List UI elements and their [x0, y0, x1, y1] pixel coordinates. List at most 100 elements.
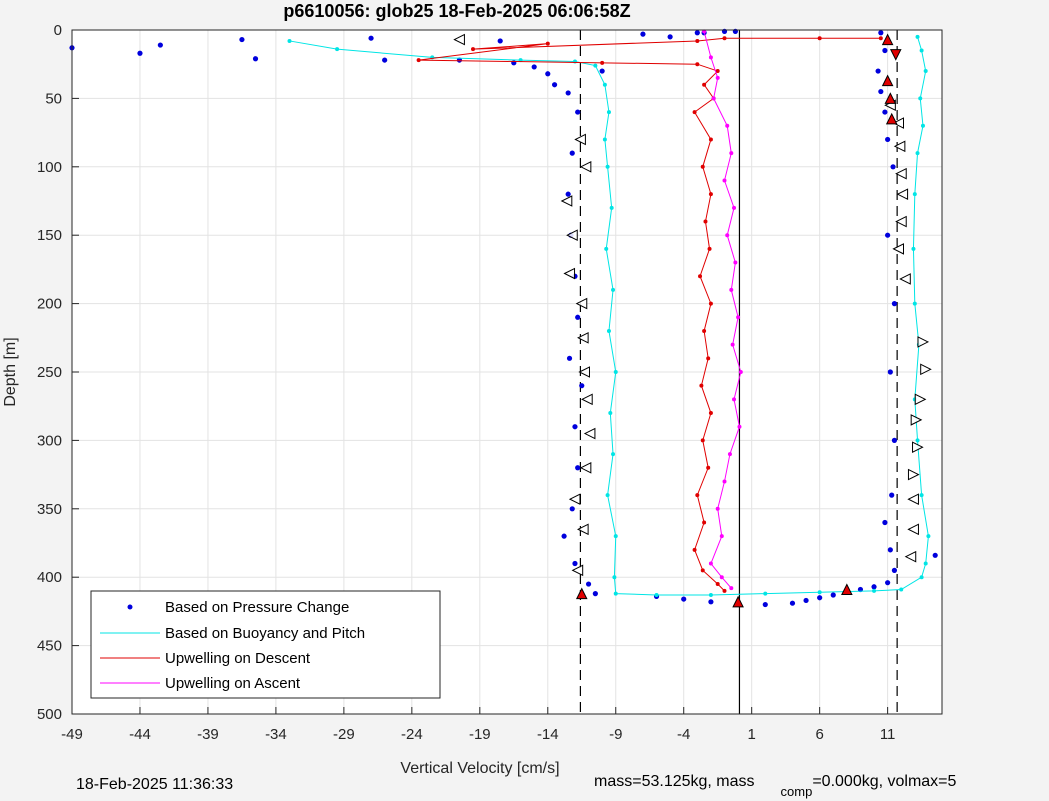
data-point: [575, 109, 581, 115]
data-point: [579, 383, 585, 389]
series-marker: [736, 315, 741, 320]
series-marker: [763, 591, 768, 596]
legend-label-pressure: Based on Pressure Change: [165, 599, 349, 616]
data-point: [368, 35, 374, 41]
series-marker: [708, 55, 713, 60]
series-marker: [722, 479, 727, 484]
series-group: [416, 36, 883, 593]
series-marker: [287, 38, 292, 43]
series-marker: [719, 575, 724, 580]
series-marker: [606, 328, 611, 333]
data-point: [789, 600, 796, 606]
open-triangle-marker: [892, 243, 904, 255]
data-point: [561, 533, 567, 539]
x-tick-label: -49: [61, 726, 83, 743]
data-point: [878, 88, 884, 95]
red-triangle-marker: [732, 595, 744, 608]
red-triangle-marker: [885, 112, 898, 125]
series-marker: [692, 547, 697, 552]
series-marker: [605, 164, 610, 169]
series-marker: [471, 47, 476, 52]
data-point: [885, 232, 891, 238]
series-marker: [518, 58, 523, 63]
x-tick-label: -14: [537, 726, 559, 743]
legend-label-buoyancy: Based on Buoyancy and Pitch: [165, 625, 365, 642]
open-triangle-marker: [893, 140, 906, 153]
series-marker: [604, 246, 609, 251]
x-tick-label: -39: [197, 726, 219, 743]
triangle-markers: [453, 33, 932, 608]
data-point: [640, 31, 646, 37]
y-axis-ticks: 0 50 100 150 200 250 300 350 400 450 500: [37, 22, 79, 723]
data-point: [551, 82, 558, 88]
series-marker: [611, 287, 616, 292]
data-point: [565, 90, 571, 96]
data-point: [592, 591, 598, 597]
data-point: [803, 597, 809, 604]
series-marker: [923, 561, 928, 566]
open-triangle-marker: [574, 133, 586, 146]
open-triangle-marker: [560, 195, 573, 207]
series-marker: [722, 588, 727, 593]
y-tick-label: 50: [45, 90, 62, 107]
data-point: [891, 567, 898, 573]
open-triangle-marker: [907, 493, 919, 506]
series-marker: [613, 534, 618, 539]
series-marker: [711, 96, 716, 101]
data-point: [497, 38, 503, 44]
series-marker: [695, 38, 700, 43]
series-marker: [608, 411, 613, 416]
red-triangle-marker: [884, 92, 897, 104]
series-marker: [923, 69, 928, 74]
y-tick-label: 300: [37, 432, 62, 449]
legend-label-descent: Upwelling on Descent: [165, 650, 311, 667]
legend: Based on Pressure Change Based on Buoyan…: [90, 590, 441, 699]
series-marker: [707, 246, 712, 251]
data-point: [157, 42, 163, 48]
open-triangle-marker: [577, 331, 589, 344]
footer-mass-info: mass=53.125kg, mass comp=0.000kg, volmax=…: [594, 773, 957, 799]
data-point: [885, 580, 891, 586]
series-marker: [915, 151, 920, 156]
open-triangle-marker: [907, 523, 919, 536]
series-group: [702, 29, 743, 591]
x-tick-label: -44: [129, 726, 151, 743]
series-marker: [715, 69, 720, 74]
series-marker: [708, 592, 713, 597]
series-marker: [700, 164, 705, 169]
y-tick-label: 150: [37, 227, 62, 244]
series-marker: [695, 62, 700, 67]
red-triangle-marker: [889, 49, 902, 61]
series-marker: [611, 452, 616, 457]
data-point: [887, 547, 893, 553]
series-marker: [602, 137, 607, 142]
series-marker: [545, 41, 550, 46]
series-marker: [729, 287, 734, 292]
open-triangle-marker: [899, 273, 911, 285]
series-marker: [915, 34, 920, 39]
data-point: [569, 150, 575, 156]
open-triangle-marker: [895, 167, 907, 180]
open-triangle-marker: [563, 267, 576, 280]
series-marker: [708, 137, 713, 142]
series-marker: [700, 568, 705, 573]
x-tick-label: -19: [469, 726, 491, 743]
series-marker: [702, 328, 707, 333]
y-tick-label: 0: [54, 22, 62, 39]
series-marker: [915, 438, 920, 443]
series-marker: [727, 452, 732, 457]
y-tick-label: 100: [37, 159, 62, 176]
data-point: [575, 314, 581, 320]
red-triangle-marker: [881, 74, 894, 87]
data-point: [889, 492, 895, 498]
series-marker: [609, 205, 614, 210]
data-point: [762, 601, 768, 608]
data-point: [599, 68, 605, 74]
series-marker: [706, 465, 711, 470]
series-marker: [817, 36, 822, 41]
open-triangle-marker: [914, 393, 927, 406]
open-triangle-marker: [453, 33, 465, 46]
series-marker: [715, 506, 720, 511]
